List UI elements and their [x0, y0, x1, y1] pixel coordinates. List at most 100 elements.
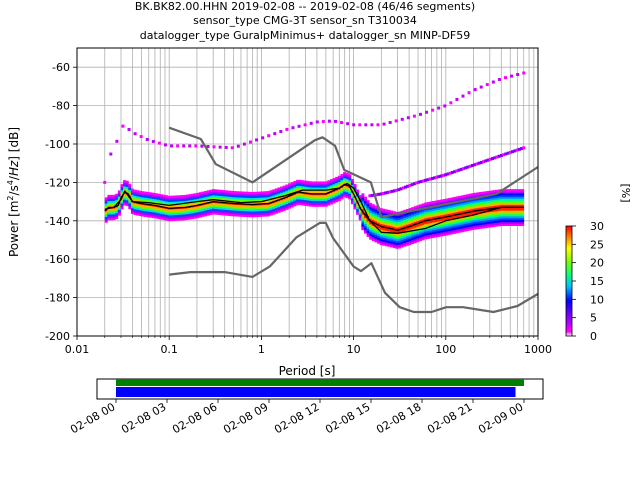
- low-noise-model-line: [169, 221, 538, 314]
- density-cell: [217, 193, 221, 196]
- density-cell: [502, 219, 506, 223]
- density-cell: [481, 226, 485, 229]
- density-cell: [217, 212, 221, 215]
- density-cell: [494, 214, 498, 218]
- density-cell: [463, 208, 467, 211]
- density-cell: [382, 237, 386, 240]
- density-cell: [379, 227, 383, 230]
- density-cell: [411, 234, 415, 237]
- density-cell: [413, 213, 417, 217]
- density-cell: [398, 244, 402, 247]
- time-tick-label: 02-08 06: [170, 400, 219, 436]
- density-cell: [361, 212, 365, 215]
- density-cell: [280, 203, 284, 207]
- density-cell: [460, 224, 464, 227]
- density-cell: [261, 199, 265, 202]
- density-cell: [280, 190, 284, 193]
- density-cell: [363, 223, 368, 226]
- density-cell: [277, 197, 281, 200]
- density-cell: [254, 199, 258, 202]
- density-cell: [489, 209, 493, 213]
- density-cell: [196, 198, 200, 201]
- density-cell: [390, 218, 394, 221]
- density-cell: [130, 207, 134, 211]
- density-cell: [251, 193, 255, 197]
- density-cell: [306, 182, 310, 186]
- density-cell: [356, 191, 360, 194]
- density-cell: [479, 160, 483, 164]
- density-cell: [418, 213, 422, 217]
- density-cell: [492, 209, 496, 212]
- density-cell: [429, 222, 433, 225]
- density-cell: [508, 194, 512, 198]
- density-cell: [505, 219, 509, 223]
- density-cell: [408, 227, 412, 230]
- density-cell: [151, 211, 155, 215]
- density-cell: [473, 221, 477, 224]
- density-cell: [175, 208, 179, 212]
- density-cell: [471, 195, 475, 198]
- density-cell: [348, 177, 352, 181]
- density-cell: [479, 201, 483, 204]
- density-cell: [363, 202, 368, 205]
- density-cell: [238, 193, 242, 196]
- density-cell: [471, 212, 475, 215]
- density-cell: [212, 206, 216, 209]
- density-cell: [285, 192, 289, 195]
- density-cell: [403, 236, 407, 240]
- density-cell: [424, 233, 428, 236]
- density-cell: [295, 199, 299, 202]
- density-cell: [248, 214, 252, 218]
- density-cell: [521, 217, 525, 221]
- density-cell: [492, 205, 496, 208]
- density-cell: [481, 193, 485, 196]
- density-cell: [340, 187, 344, 190]
- density-cell: [502, 204, 506, 207]
- density-cell: [261, 206, 265, 210]
- density-cell: [115, 207, 119, 210]
- density-cell: [272, 195, 276, 198]
- curves: [104, 126, 538, 314]
- density-cell: [403, 223, 407, 226]
- density-cell: [335, 186, 339, 189]
- density-cell: [238, 204, 242, 208]
- density-cell: [450, 203, 454, 206]
- density-cell: [369, 231, 373, 235]
- density-cell: [463, 210, 467, 213]
- density-cell: [416, 230, 420, 233]
- density-cell: [151, 196, 155, 199]
- density-cell: [335, 194, 339, 197]
- density-cell: [356, 210, 360, 213]
- density-cell: [298, 187, 302, 190]
- density-cell: [487, 223, 491, 226]
- density-cell: [159, 201, 163, 205]
- density-cell: [403, 209, 407, 213]
- colorbar-label: [%]: [619, 183, 632, 202]
- density-cell: [138, 192, 142, 195]
- density-cell: [329, 192, 333, 195]
- density-cell: [170, 201, 174, 204]
- density-cell: [233, 214, 237, 217]
- density-cell: [497, 202, 501, 206]
- density-cell: [453, 227, 457, 230]
- density-cell: [408, 240, 412, 244]
- density-cell: [191, 209, 195, 212]
- density-cell: [240, 212, 244, 215]
- density-cell: [251, 195, 255, 199]
- density-cell: [392, 220, 396, 224]
- density-cell: [180, 195, 184, 198]
- density-cell: [421, 232, 425, 235]
- density-cell: [295, 181, 299, 185]
- density-cell: [505, 189, 509, 192]
- density-cell: [285, 188, 289, 191]
- density-cell: [500, 196, 504, 200]
- density-cell: [306, 194, 310, 197]
- density-cell: [191, 195, 195, 198]
- density-cell: [149, 198, 153, 201]
- density-cell: [248, 207, 252, 210]
- density-cell: [413, 225, 417, 228]
- density-cell: [212, 192, 216, 196]
- density-cell: [473, 163, 477, 167]
- density-cell: [146, 211, 150, 214]
